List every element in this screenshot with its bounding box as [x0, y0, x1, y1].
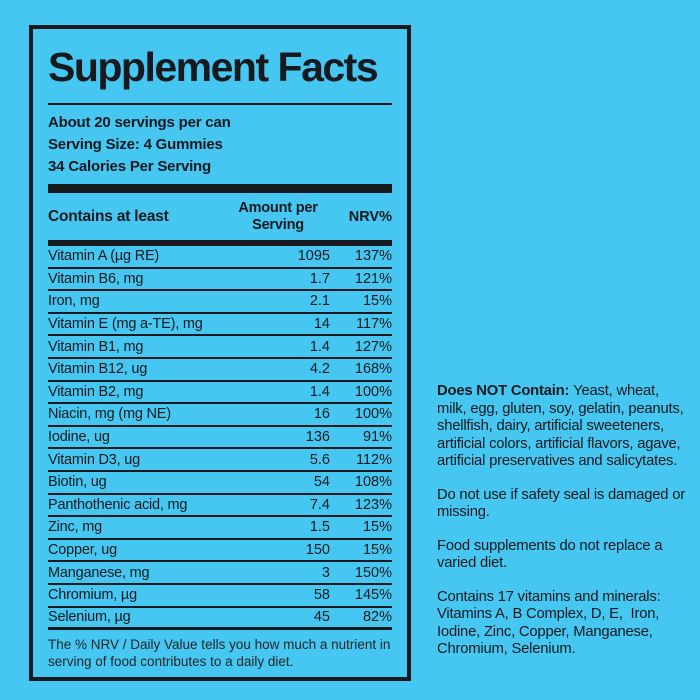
- row-nutrient-name: Iron, mg: [48, 293, 100, 310]
- thick-divider-header: [48, 240, 392, 246]
- table-row: Vitamin A (µg RE) 1095 137%: [48, 246, 392, 269]
- table-row: Vitamin B1, mg 1.4 127%: [48, 336, 392, 359]
- table-row: Iodine, ug 136 91%: [48, 427, 392, 450]
- row-nutrient-name: Vitamin B6, mg: [48, 270, 144, 287]
- row-nutrient-name: Manganese, mg: [48, 564, 150, 581]
- row-amount-value: 1095: [297, 248, 330, 265]
- row-nutrient-name: Vitamin A (µg RE): [48, 248, 160, 265]
- servings-per-can-text: About 20 servings per can: [48, 114, 231, 131]
- row-nrv-value: 15%: [362, 542, 392, 559]
- title-divider: [48, 103, 392, 105]
- row-amount-value: 2.1: [309, 293, 330, 310]
- row-amount-value: 1.5: [309, 519, 330, 536]
- row-nrv-value: 117%: [355, 316, 392, 333]
- does-not-contain-list: Yeast, wheat, milk, egg, gluten, soy, ge…: [437, 383, 688, 469]
- contains-note: Contains 17 vitamins and minerals: Vitami…: [437, 589, 690, 659]
- row-nutrient-name: Iodine, ug: [48, 429, 110, 446]
- row-nrv-value: 121%: [354, 270, 392, 287]
- row-amount-value: 5.6: [309, 451, 330, 468]
- row-nrv-value: 100%: [354, 383, 392, 400]
- does-not-contain-label: Does NOT Contain:: [437, 383, 574, 399]
- table-row: Chromium, µg 58 145%: [48, 585, 392, 608]
- row-nutrient-name: Zinc, mg: [48, 519, 102, 536]
- row-amount-value: 16: [313, 406, 330, 423]
- row-amount-value: 1.4: [309, 383, 330, 400]
- row-nrv-value: 100%: [354, 406, 392, 423]
- table-row: Panthothenic acid, mg 7.4 123%: [48, 495, 392, 518]
- row-amount-value: 54: [313, 474, 330, 491]
- row-nrv-value: 150%: [354, 564, 392, 581]
- row-nutrient-name: Chromium, µg: [48, 587, 137, 604]
- row-amount-value: 1.7: [309, 270, 330, 287]
- row-nrv-value: 168%: [354, 361, 392, 378]
- row-nutrient-name: Selenium, µg: [48, 609, 131, 626]
- table-row: Vitamin D3, ug 5.6 112%: [48, 449, 392, 472]
- table-row: Iron, mg 2.1 15%: [48, 291, 392, 314]
- table-row: Vitamin B6, mg 1.7 121%: [48, 269, 392, 292]
- table-row: Copper, ug 150 15%: [48, 540, 392, 563]
- row-nrv-value: 82%: [362, 609, 392, 626]
- row-nrv-value: 108%: [354, 474, 392, 491]
- row-amount-value: 3: [321, 564, 330, 581]
- table-row: Niacin, mg (mg NE) 16 100%: [48, 404, 392, 427]
- table-row: Zinc, mg 1.5 15%: [48, 517, 392, 540]
- row-nrv-value: 112%: [355, 451, 392, 468]
- row-nutrient-name: Vitamin B12, ug: [48, 361, 148, 378]
- safety-seal-note: Do not use if safety seal is damaged or …: [437, 486, 689, 521]
- row-nutrient-name: Vitamin B2, mg: [48, 383, 144, 400]
- row-nrv-value: 15%: [362, 519, 392, 536]
- row-nutrient-name: Vitamin B1, mg: [48, 338, 144, 355]
- row-nutrient-name: Panthothenic acid, mg: [48, 496, 188, 513]
- row-amount-value: 1.4: [309, 338, 330, 355]
- table-row: Biotin, ug 54 108%: [48, 472, 392, 495]
- table-row: Vitamin E (mg a-TE), mg 14 117%: [48, 314, 392, 337]
- nrv-footnote: The % NRV / Daily Value tells you how mu…: [48, 637, 398, 669]
- nutrient-table-header: Contains at least Amount per Serving NRV…: [48, 193, 392, 240]
- column-header-nrv: NRV%: [348, 209, 392, 225]
- column-header-nutrient: Contains at least: [48, 208, 169, 225]
- varied-diet-note: Food supplements do not replace a varied…: [437, 537, 667, 572]
- row-amount-value: 45: [313, 609, 330, 626]
- row-amount-value: 14: [313, 316, 330, 333]
- contains-list: Vitamins A, B Complex, D, E, Iron, Iodin…: [437, 606, 664, 657]
- row-amount-value: 58: [313, 587, 330, 604]
- nutrient-table-body: Vitamin A (µg RE) 1095 137% Vitamin B6, mg 1…: [48, 246, 392, 631]
- contains-intro: Contains 17 vitamins and minerals:: [437, 588, 661, 605]
- row-amount-value: 7.4: [309, 496, 330, 513]
- row-nutrient-name: Copper, ug: [48, 542, 117, 559]
- row-nrv-value: 91%: [362, 429, 392, 446]
- row-nrv-value: 145%: [354, 587, 392, 604]
- row-nutrient-name: Biotin, ug: [48, 474, 107, 491]
- table-row: Selenium, µg 45 82%: [48, 608, 392, 631]
- row-nrv-value: 127%: [354, 338, 392, 355]
- does-not-contain-note: Does NOT Contain: Yeast, wheat, milk, eg…: [437, 383, 690, 471]
- row-nutrient-name: Niacin, mg (mg NE): [48, 406, 171, 423]
- table-row: Manganese, mg 3 150%: [48, 562, 392, 585]
- row-nrv-value: 137%: [354, 248, 392, 265]
- row-nrv-value: 123%: [354, 496, 392, 513]
- table-row: Vitamin B2, mg 1.4 100%: [48, 382, 392, 405]
- side-notes: Does NOT Contain: Yeast, wheat, milk, eg…: [437, 383, 690, 675]
- thick-divider-top: [48, 184, 392, 193]
- label-title: Supplement Facts: [48, 44, 379, 90]
- row-amount-value: 4.2: [309, 361, 330, 378]
- calories-per-serving-text: 34 Calories Per Serving: [48, 158, 211, 175]
- row-nutrient-name: Vitamin D3, ug: [48, 451, 141, 468]
- serving-size-text: Serving Size: 4 Gummies: [48, 136, 223, 153]
- row-nrv-value: 15%: [362, 293, 392, 310]
- row-nutrient-name: Vitamin E (mg a-TE), mg: [48, 316, 203, 333]
- table-row: Vitamin B12, ug 4.2 168%: [48, 359, 392, 382]
- row-amount-value: 136: [305, 429, 330, 446]
- column-header-amount: Amount per Serving: [238, 200, 318, 233]
- row-amount-value: 150: [305, 542, 330, 559]
- supplement-facts-label: Supplement Facts About 20 servings per c…: [29, 25, 411, 681]
